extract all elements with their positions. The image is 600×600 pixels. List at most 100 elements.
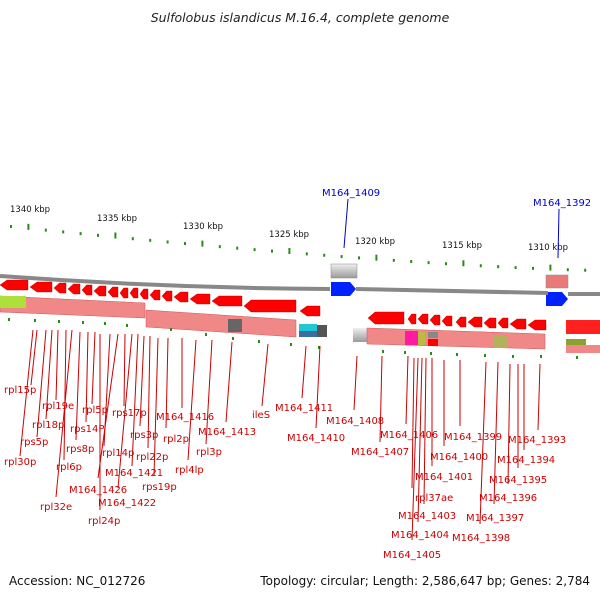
lower-tick <box>104 322 106 325</box>
gene-label-rps19p[interactable]: rps19p <box>142 482 177 493</box>
gene-arrow <box>119 287 129 299</box>
gene-label-iles[interactable]: ileS <box>252 410 270 421</box>
gene-label-rps17p[interactable]: rps17p <box>112 408 147 419</box>
gene-label-rpl37ae[interactable]: rpl37ae <box>415 493 453 504</box>
gene-label-m164-1399[interactable]: M164_1399 <box>444 432 502 443</box>
highlighted-gene-m164-1409[interactable]: M164_1409 <box>322 188 380 296</box>
gene-label-m164-1407[interactable]: M164_1407 <box>351 447 409 458</box>
gene-label-rps5p[interactable]: rps5p <box>20 437 48 448</box>
gene-label-rpl18p[interactable]: rpl18p <box>32 420 64 431</box>
gene-label-m164-1406[interactable]: M164_1406 <box>380 430 438 441</box>
ruler-tick <box>549 264 552 271</box>
lower-tick <box>34 319 36 322</box>
gene-arrow <box>149 289 161 301</box>
ruler-tick <box>149 238 152 242</box>
gene-label-m164-1405[interactable]: M164_1405 <box>383 550 441 561</box>
gene-label-m164-1396[interactable]: M164_1396 <box>479 493 537 504</box>
map-title: Sulfolobus islandicus M.16.4, complete g… <box>150 10 450 25</box>
gene-label-rpl2p[interactable]: rpl2p <box>163 434 189 445</box>
ruler-tick <box>514 266 517 270</box>
gene-arrow <box>497 317 509 329</box>
gene-label-m164-1416[interactable]: M164_1416 <box>156 412 214 423</box>
gene-arrow <box>211 295 243 307</box>
gene-label-m164-1398[interactable]: M164_1398 <box>452 533 510 544</box>
lower-tick <box>456 353 458 356</box>
highlight-label-m164-1392[interactable]: M164_1392 <box>533 198 591 209</box>
feature-track <box>0 295 600 353</box>
gene-arrow <box>429 314 441 326</box>
ruler-label-1315: 1315 kbp <box>442 241 482 251</box>
gene-arrow <box>93 285 107 297</box>
ruler-tick <box>392 258 395 262</box>
ruler-tick <box>497 265 500 269</box>
gene-label-m164-1426[interactable]: M164_1426 <box>69 485 127 496</box>
ruler-tick <box>62 230 65 234</box>
ruler-label-1310: 1310 kbp <box>528 243 568 253</box>
gene-arrow <box>173 291 189 303</box>
gene-label-m164-1404[interactable]: M164_1404 <box>391 530 449 541</box>
ruler-tick <box>479 264 482 268</box>
gene-arrow <box>407 313 417 325</box>
lower-tick <box>82 321 84 324</box>
ruler-tick <box>27 223 30 230</box>
gene-arrow <box>0 279 29 291</box>
lower-tick <box>170 328 172 331</box>
gene-label-m164-1411[interactable]: M164_1411 <box>275 403 333 414</box>
gene-label-rpl15p[interactable]: rpl15p <box>4 385 36 396</box>
gene-arrow <box>455 316 467 328</box>
gene-label-rpl3p[interactable]: rpl3p <box>196 447 222 458</box>
ruler-tick <box>323 253 326 257</box>
ruler-tick <box>131 237 134 241</box>
gene-label-m164-1403[interactable]: M164_1403 <box>398 511 456 522</box>
gene-label-rpl14p[interactable]: rpl14p <box>102 448 134 459</box>
gene-label-m164-1393[interactable]: M164_1393 <box>508 435 566 446</box>
gene-label-rpl24p[interactable]: rpl24p <box>88 516 120 527</box>
gene-label-m164-1421[interactable]: M164_1421 <box>105 468 163 479</box>
lower-tick <box>576 356 578 359</box>
gene-label-m164-1413[interactable]: M164_1413 <box>198 427 256 438</box>
ruler-tick <box>218 245 221 249</box>
ruler-tick <box>79 232 82 236</box>
gene-label-rpl19e[interactable]: rpl19e <box>42 401 74 412</box>
ruler-tick <box>305 252 308 256</box>
lower-tick <box>205 333 207 336</box>
gene-label-m164-1422[interactable]: M164_1422 <box>98 498 156 509</box>
ruler-label-1320: 1320 kbp <box>355 237 395 247</box>
lower-tick <box>290 343 292 346</box>
gene-arrow <box>243 299 297 313</box>
gene-label-m164-1397[interactable]: M164_1397 <box>466 513 524 524</box>
gene-arrow <box>417 313 429 325</box>
gene-label-m164-1401[interactable]: M164_1401 <box>415 472 473 483</box>
lower-tick <box>232 337 234 340</box>
lower-tick <box>318 346 320 349</box>
highlight-label-m164-1409[interactable]: M164_1409 <box>322 188 380 199</box>
gene-label-m164-1408[interactable]: M164_1408 <box>326 416 384 427</box>
ruler-tick <box>462 260 465 267</box>
gene-label-rps8p[interactable]: rps8p <box>66 444 94 455</box>
gene-label-rpl22p[interactable]: rpl22p <box>136 452 168 463</box>
gene-label-m164-1395[interactable]: M164_1395 <box>489 475 547 486</box>
ruler-tick <box>566 268 569 272</box>
gene-label-m164-1394[interactable]: M164_1394 <box>497 455 555 466</box>
lower-tick-marks <box>8 318 578 359</box>
ruler-ticks <box>10 223 587 272</box>
gene-label-rpl6p[interactable]: rpl6p <box>56 462 82 473</box>
gene-label-rpl30p[interactable]: rpl30p <box>4 457 36 468</box>
ruler-tick <box>166 240 169 244</box>
lower-tick <box>58 320 60 323</box>
gene-label-m164-1410[interactable]: M164_1410 <box>287 433 345 444</box>
gene-label-rps14P[interactable]: rps14P <box>70 424 104 435</box>
gene-label-rpl4lp[interactable]: rpl4lp <box>175 465 204 476</box>
gene-arrow <box>129 287 139 299</box>
accession-label: Accession: NC_012726 <box>9 574 146 588</box>
ruler-tick <box>44 228 47 232</box>
gene-label-rpl32e[interactable]: rpl32e <box>40 502 72 513</box>
gene-label-rpl5p[interactable]: rpl5p <box>82 405 108 416</box>
gene-label-m164-1400[interactable]: M164_1400 <box>430 452 488 463</box>
lower-tick <box>126 324 128 327</box>
lower-tick <box>8 318 10 321</box>
gene-arrow <box>161 290 173 302</box>
highlighted-gene-m164-1392[interactable]: M164_1392 <box>533 198 591 306</box>
gene-label-rps3p[interactable]: rps3p <box>130 430 158 441</box>
